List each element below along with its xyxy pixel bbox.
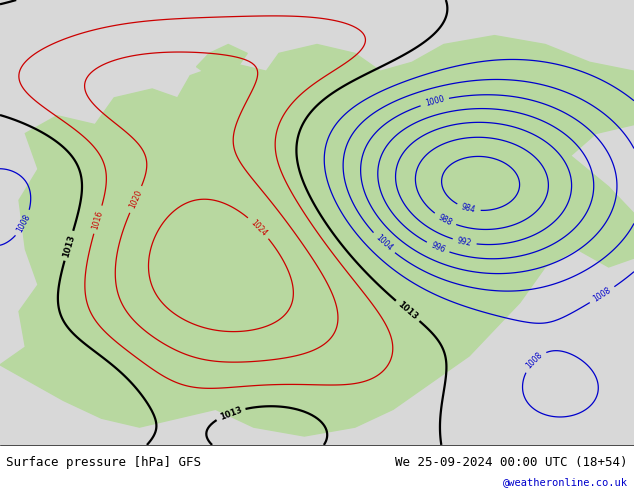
Text: @weatheronline.co.uk: @weatheronline.co.uk bbox=[503, 477, 628, 487]
Text: 1008: 1008 bbox=[15, 213, 32, 234]
Text: 992: 992 bbox=[456, 236, 472, 248]
Text: 1000: 1000 bbox=[424, 95, 445, 108]
Circle shape bbox=[284, 57, 299, 68]
Polygon shape bbox=[0, 36, 634, 436]
Text: 1013: 1013 bbox=[218, 405, 243, 421]
Circle shape bbox=[109, 108, 119, 115]
Text: 1004: 1004 bbox=[373, 233, 394, 253]
Text: 988: 988 bbox=[437, 212, 453, 227]
Text: 1020: 1020 bbox=[127, 189, 144, 210]
Text: 984: 984 bbox=[460, 202, 477, 215]
Text: 1013: 1013 bbox=[61, 233, 76, 258]
Circle shape bbox=[323, 49, 336, 58]
Text: 1013: 1013 bbox=[396, 300, 420, 322]
Text: 996: 996 bbox=[429, 241, 446, 255]
Text: 1016: 1016 bbox=[91, 209, 105, 230]
Polygon shape bbox=[197, 45, 247, 75]
Text: We 25-09-2024 00:00 UTC (18+54): We 25-09-2024 00:00 UTC (18+54) bbox=[395, 456, 628, 468]
Text: 1024: 1024 bbox=[249, 218, 269, 238]
Text: 1008: 1008 bbox=[524, 351, 545, 371]
Text: Surface pressure [hPa] GFS: Surface pressure [hPa] GFS bbox=[6, 456, 202, 468]
Text: 1008: 1008 bbox=[592, 286, 612, 304]
